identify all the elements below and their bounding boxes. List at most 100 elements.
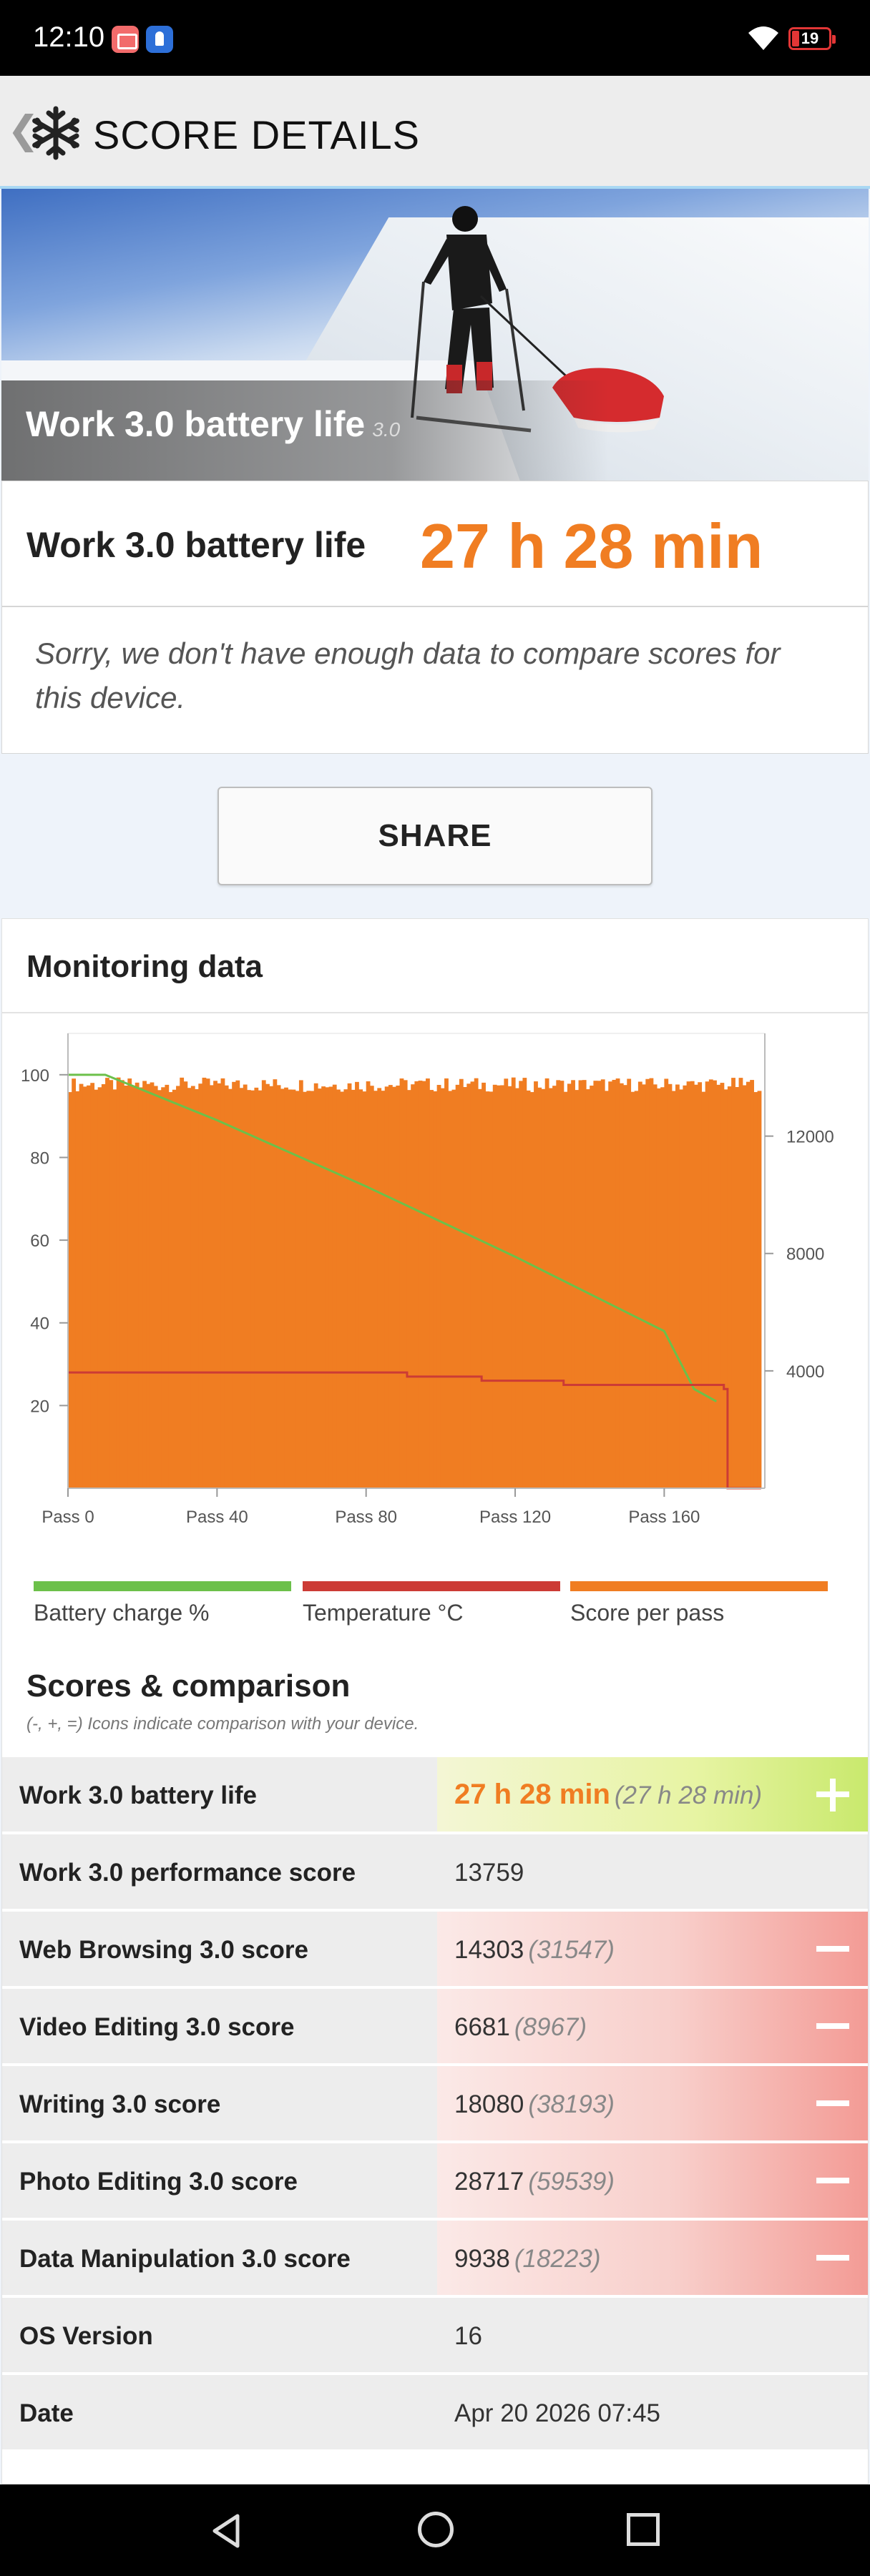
score-bar xyxy=(482,1082,486,1488)
table-row: OS Version 16 xyxy=(2,2295,868,2372)
score-bar xyxy=(112,1089,117,1488)
score-bar xyxy=(750,1080,754,1488)
score-bar xyxy=(448,1091,453,1488)
minus-icon xyxy=(816,2178,849,2183)
nav-recents-icon[interactable] xyxy=(627,2513,660,2546)
score-bar xyxy=(396,1085,401,1488)
share-button[interactable]: SHARE xyxy=(218,787,652,885)
score-bar xyxy=(109,1080,114,1488)
score-bar xyxy=(165,1084,170,1488)
score-bar xyxy=(377,1088,382,1488)
score-bar xyxy=(176,1086,180,1488)
score-bar xyxy=(686,1081,691,1488)
score-bar xyxy=(679,1089,684,1488)
monitoring-header: Monitoring data xyxy=(2,919,868,1013)
score-bar xyxy=(414,1081,419,1488)
score-bar xyxy=(131,1086,136,1488)
score-bar xyxy=(328,1086,333,1488)
score-bar xyxy=(500,1085,505,1488)
score-bar xyxy=(559,1081,564,1488)
row-name: Web Browsing 3.0 score xyxy=(19,1936,308,1964)
row-value: 9938 (18223) xyxy=(454,2245,601,2273)
score-bar xyxy=(470,1081,475,1488)
score-bar xyxy=(582,1080,587,1488)
minus-icon xyxy=(816,1946,849,1952)
temperature-line xyxy=(68,1371,761,1490)
row-compare: (31547) xyxy=(528,1936,615,1964)
score-bar xyxy=(515,1088,519,1488)
score-bar xyxy=(150,1082,155,1488)
score-bar xyxy=(384,1086,389,1488)
x-tick-label: Pass 160 xyxy=(628,1508,700,1527)
score-bar xyxy=(537,1087,542,1488)
score-bar xyxy=(720,1083,725,1488)
score-bar xyxy=(79,1083,84,1488)
score-bar xyxy=(146,1083,151,1488)
score-bar xyxy=(544,1078,549,1488)
score-bar xyxy=(664,1078,669,1488)
score-bar xyxy=(90,1083,95,1488)
compare-note: Sorry, we don't have enough data to comp… xyxy=(35,636,781,714)
score-bar xyxy=(746,1081,751,1488)
score-bar xyxy=(593,1081,598,1488)
score-bar xyxy=(68,1092,72,1488)
nav-home-icon[interactable] xyxy=(418,2512,454,2547)
row-compare: (18223) xyxy=(514,2245,601,2273)
row-value-cell: Apr 20 2026 07:45 xyxy=(437,2375,868,2449)
score-bar xyxy=(552,1086,557,1488)
score-bar xyxy=(455,1084,460,1488)
score-bar xyxy=(519,1081,524,1488)
right-tick-label: 8000 xyxy=(786,1245,824,1264)
score-bar xyxy=(615,1078,620,1488)
score-bar xyxy=(119,1080,124,1488)
score-bar xyxy=(690,1081,695,1488)
score-bar xyxy=(723,1089,728,1488)
legend-item-score: Score per pass xyxy=(570,1581,828,1631)
wifi-icon xyxy=(748,26,778,50)
score-bar xyxy=(507,1086,512,1488)
score-bar xyxy=(605,1091,609,1488)
minus-icon xyxy=(816,2023,849,2029)
score-bar xyxy=(694,1084,698,1488)
result-label: Work 3.0 battery life xyxy=(26,525,366,565)
row-compare: (27 h 28 min) xyxy=(614,1781,763,1809)
score-bar xyxy=(683,1085,688,1488)
x-tick-label: Pass 40 xyxy=(186,1508,248,1527)
score-bar xyxy=(630,1091,635,1488)
row-value-cell: 28717 (59539) xyxy=(437,2143,868,2218)
score-bar xyxy=(529,1092,534,1488)
score-bar xyxy=(477,1088,482,1488)
snowflake-icon xyxy=(32,106,79,160)
score-bar xyxy=(209,1085,214,1488)
score-bar xyxy=(298,1080,303,1488)
score-bar xyxy=(313,1083,318,1488)
legend-swatch-score xyxy=(570,1581,828,1591)
left-tick-label: 80 xyxy=(30,1149,49,1168)
legend-swatch-battery xyxy=(34,1581,291,1591)
status-bar: 12:10 19 xyxy=(0,0,870,76)
minus-icon xyxy=(816,2255,849,2261)
nav-back-icon[interactable] xyxy=(209,2513,245,2549)
scores-subtitle: (-, +, =) Icons indicate comparison with… xyxy=(26,1714,419,1734)
row-value-text: 6681 xyxy=(454,2013,510,2041)
score-bar xyxy=(675,1084,680,1488)
score-bar xyxy=(526,1090,531,1488)
score-bar xyxy=(273,1079,278,1488)
score-bar xyxy=(388,1085,393,1488)
compare-note-card: Sorry, we don't have enough data to comp… xyxy=(1,606,869,754)
score-bar xyxy=(254,1087,259,1488)
score-bar xyxy=(556,1080,561,1488)
scores-title: Scores & comparison xyxy=(26,1668,351,1704)
row-value: 16 xyxy=(454,2322,482,2350)
score-bar xyxy=(317,1088,322,1488)
score-bar xyxy=(474,1078,479,1488)
score-bar xyxy=(466,1083,471,1488)
row-value-text: 28717 xyxy=(454,2168,524,2196)
score-bar xyxy=(645,1078,650,1488)
score-bar xyxy=(433,1091,438,1488)
left-tick-label: 20 xyxy=(30,1397,49,1416)
score-bar xyxy=(239,1088,244,1488)
score-bar xyxy=(511,1077,516,1488)
row-value: Apr 20 2026 07:45 xyxy=(454,2399,661,2427)
score-bar xyxy=(731,1078,735,1488)
